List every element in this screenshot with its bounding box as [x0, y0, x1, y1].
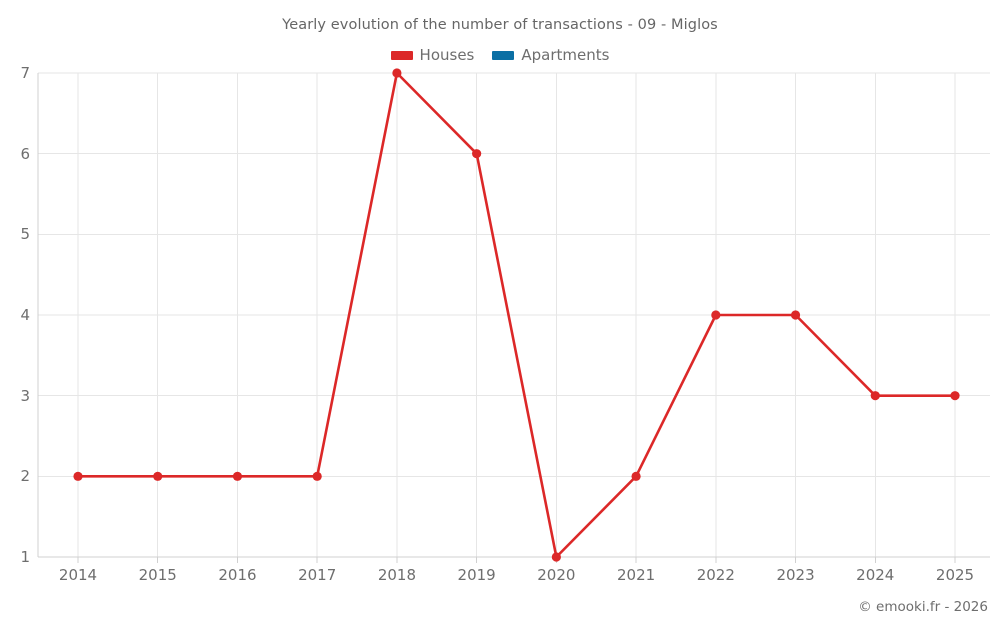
gridlines [38, 72, 990, 558]
y-axis-tick-label: 6 [20, 144, 30, 163]
legend-label-houses: Houses [419, 46, 475, 64]
data-point-houses[interactable] [153, 471, 163, 481]
x-axis-tick-label: 2024 [856, 566, 895, 584]
y-axis-tick-label: 2 [20, 467, 30, 486]
data-point-houses[interactable] [631, 471, 641, 481]
series-layer [73, 68, 960, 562]
y-axis-tick-label: 3 [20, 386, 30, 405]
x-axis-tick-label: 2021 [616, 566, 656, 584]
x-axis-tick-label: 2022 [696, 566, 735, 584]
data-point-houses[interactable] [232, 471, 243, 481]
legend-swatch-apartments [492, 50, 515, 60]
x-axis-tick-label: 2019 [457, 566, 496, 584]
footer-credit: © emooki.fr - 2026 [858, 599, 988, 615]
x-axis-tick-label: 2018 [377, 566, 416, 584]
x-axis-tick-label: 2023 [776, 566, 815, 584]
data-point-houses[interactable] [711, 310, 721, 320]
x-axis-tick-label: 2014 [58, 566, 98, 584]
data-point-houses[interactable] [392, 68, 402, 78]
y-axis-tick-label: 4 [20, 306, 30, 324]
x-axis-tick-label: 2025 [935, 566, 975, 584]
y-axis-tick-label: 1 [20, 548, 30, 566]
data-point-houses[interactable] [790, 310, 801, 320]
data-point-houses[interactable] [472, 149, 482, 159]
y-axis-tick-label: 5 [20, 225, 30, 244]
series-line-houses [76, 71, 957, 559]
data-point-houses[interactable] [73, 471, 83, 481]
chart-legend: Houses Apartments [0, 46, 1000, 64]
data-point-houses[interactable] [551, 552, 561, 562]
x-axis-tick-label: 2017 [298, 566, 337, 584]
legend-item-apartments[interactable]: Apartments [492, 46, 609, 64]
x-axis-tick-label: 2016 [218, 566, 257, 584]
y-axis-tick-label: 7 [20, 64, 30, 82]
x-axis-tick-label: 2020 [537, 566, 576, 584]
axis-lines [37, 73, 990, 563]
legend-item-houses[interactable]: Houses [390, 46, 475, 64]
x-axis-tick-label: 2015 [138, 566, 177, 584]
data-point-houses[interactable] [950, 391, 960, 401]
legend-swatch-houses [390, 50, 413, 60]
data-point-houses[interactable] [312, 471, 322, 481]
legend-label-apartments: Apartments [521, 46, 610, 64]
chart-title: Yearly evolution of the number of transa… [282, 17, 718, 33]
data-point-houses[interactable] [870, 391, 880, 401]
